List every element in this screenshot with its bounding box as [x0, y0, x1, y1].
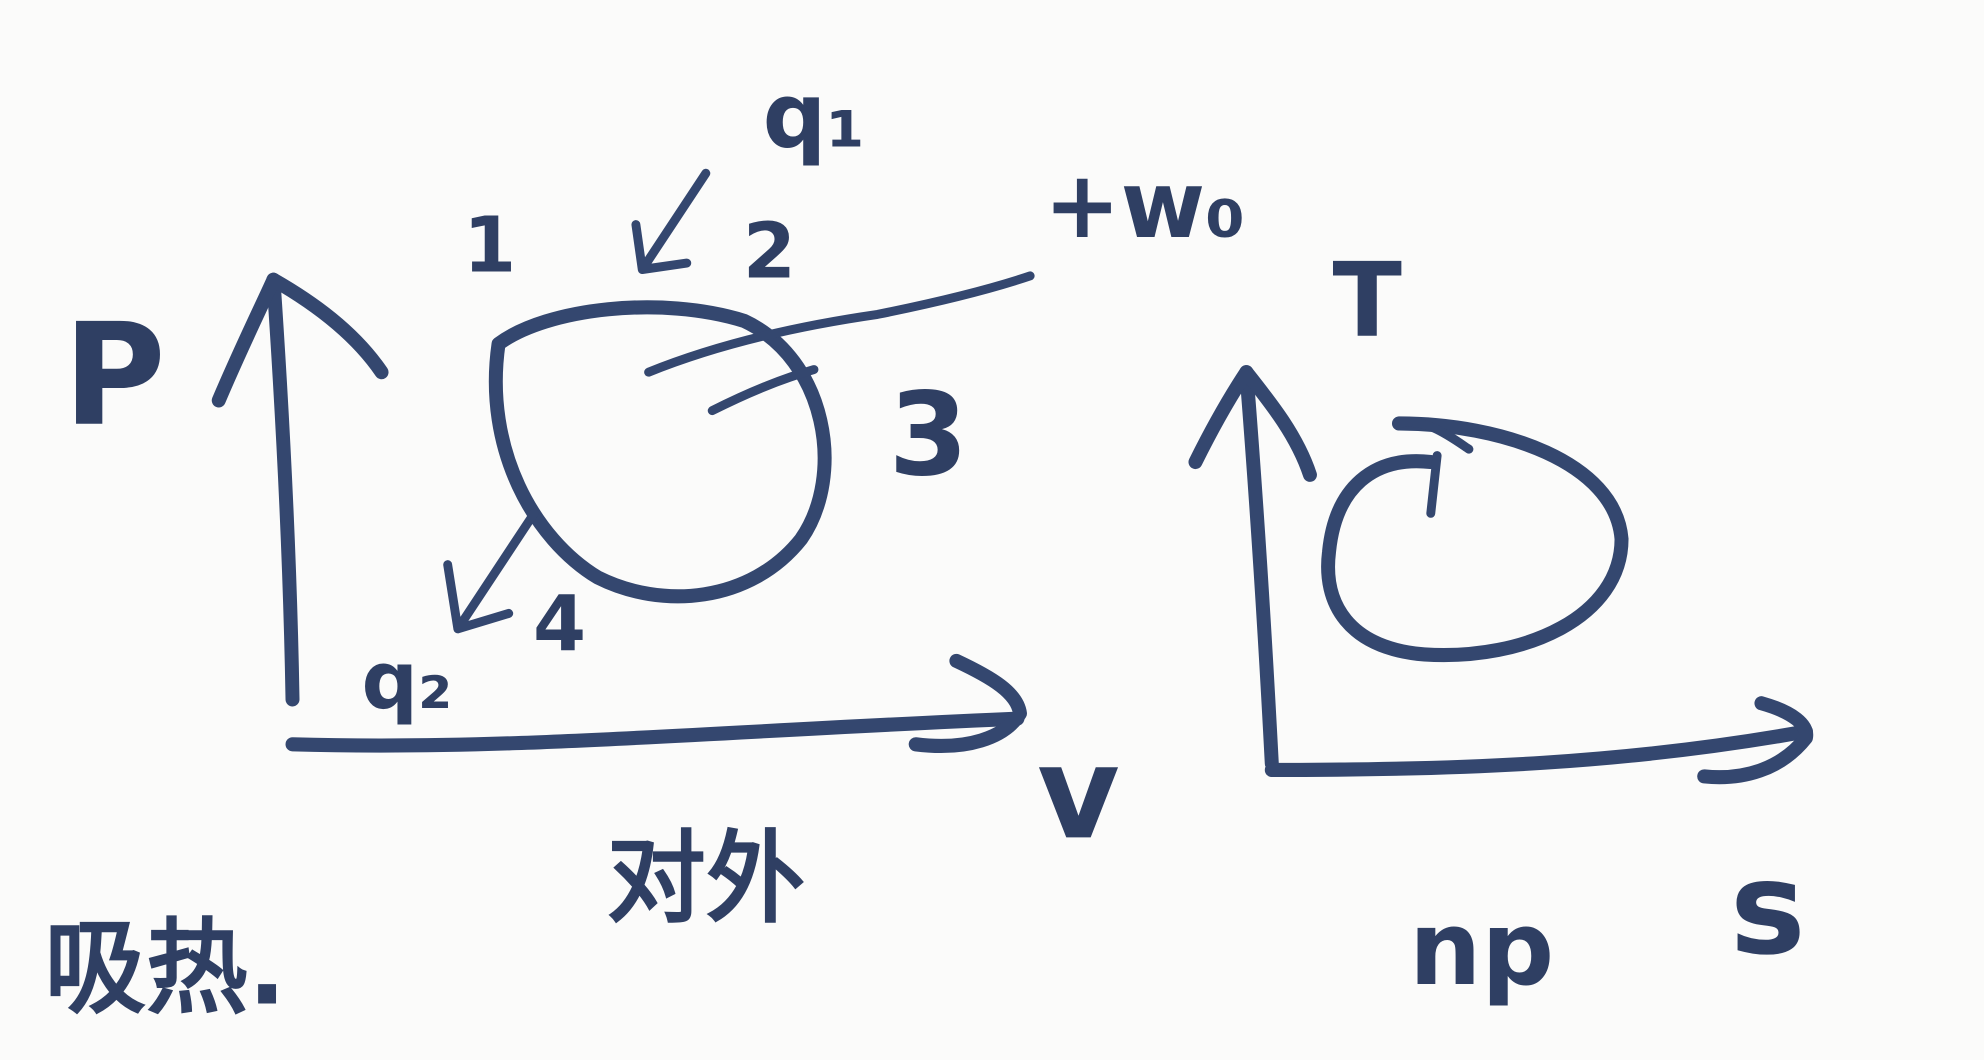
s-axis — [1264, 724, 1813, 778]
ts-note: np — [1409, 890, 1554, 1010]
point-label: 1 — [463, 201, 516, 290]
cycle-loop — [488, 300, 832, 604]
heat-in-label: q₁ — [763, 64, 866, 168]
ts-loop-arrow — [1394, 417, 1474, 518]
work-line — [644, 271, 1035, 377]
point-label: 4 — [533, 580, 586, 669]
pv-diagram: P v 1 2 3 4 q₁ q₂ +w₀ 对外 — [63, 64, 1245, 937]
s-axis-arrow — [1697, 696, 1814, 785]
pv-note: 对外 — [607, 822, 805, 938]
point-label: 3 — [889, 368, 969, 503]
ts-diagram: T s np — [1188, 242, 1814, 1010]
t-label: T — [1332, 242, 1402, 362]
heat-in-arrow — [631, 168, 711, 274]
side-note: 吸热. — [44, 909, 286, 1029]
point-label: 2 — [743, 207, 796, 296]
s-label: s — [1730, 834, 1806, 984]
p-label: P — [63, 294, 166, 458]
v-label: v — [1037, 719, 1120, 869]
v-axis-arrow — [908, 653, 1027, 754]
t-axis — [1239, 365, 1279, 771]
ts-loop — [1321, 416, 1629, 663]
p-axis — [266, 272, 300, 707]
tick-3 — [707, 365, 819, 416]
p-axis-arrow — [211, 272, 389, 408]
heat-out-arrow — [443, 508, 539, 634]
work-label: +w₀ — [1044, 152, 1245, 259]
t-axis-arrow — [1188, 365, 1317, 482]
v-axis — [285, 711, 1025, 753]
heat-out-label: q₂ — [361, 634, 452, 727]
